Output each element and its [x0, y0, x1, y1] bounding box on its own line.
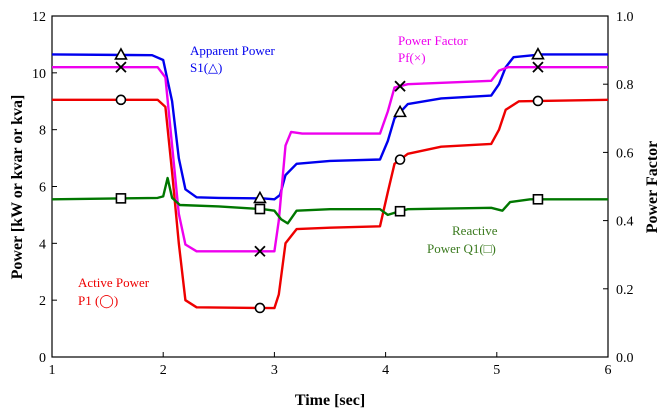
apparent-line [51, 53, 608, 201]
reactive-marker [394, 205, 406, 217]
series-lines [51, 53, 609, 310]
active-marker [532, 95, 544, 107]
reactive-marker [254, 203, 266, 215]
power_factor-marker [532, 61, 544, 73]
apparent-marker [114, 47, 128, 60]
apparent-marker [531, 47, 545, 60]
series-markers [114, 47, 545, 314]
apparent-power-label-line2: S1(△) [190, 60, 222, 75]
x-tick-label: 1 [49, 363, 56, 378]
power_factor-marker [394, 80, 406, 92]
power_factor-marker [254, 245, 266, 257]
y-left-tick-label: 8 [39, 124, 46, 139]
active-power-label-line1: Active Power [78, 275, 150, 290]
x-tick-label: 3 [271, 363, 278, 378]
reactive-marker [115, 193, 127, 204]
power-factor-label: Power Factor Pf(×) [398, 33, 468, 65]
reactive-power-label-line2: Power Q1(□) [427, 241, 496, 256]
y-left-tick-label: 0 [39, 351, 46, 366]
y-right-axis-title: Power Factor [644, 141, 661, 234]
reactive-line [51, 176, 608, 225]
y-right-tick-label: 1.0 [616, 10, 634, 25]
active-marker [394, 154, 406, 165]
active-line [52, 98, 609, 310]
power-factor-label-line2: Pf(×) [398, 50, 426, 65]
apparent-power-label: Apparent Power S1(△) [190, 43, 276, 75]
power-factor-label-line1: Power Factor [398, 33, 468, 48]
active-power-label: Active Power P1 (◯) [78, 275, 150, 309]
reactive-marker [532, 193, 544, 205]
y-left-tick-label: 10 [32, 67, 46, 82]
y-right-tick-label: 0.0 [616, 351, 634, 366]
y-left-tick-label: 6 [39, 181, 46, 196]
apparent-power-label-line1: Apparent Power [190, 43, 276, 58]
apparent-marker [393, 104, 407, 118]
power_factor-line [52, 66, 608, 253]
active-power-label-line2: P1 (◯) [78, 293, 118, 309]
x-axis-title: Time [sec] [295, 392, 365, 409]
y-right-tick-label: 0.6 [616, 146, 634, 161]
y-left-axis-title: Power [kW or kvar or kva] [9, 95, 26, 280]
power_factor-marker [115, 61, 127, 73]
reactive-power-label-line1: Reactive [452, 223, 498, 238]
x-tick-label: 4 [382, 363, 389, 378]
active-marker [115, 94, 127, 106]
y-right-tick-label: 0.8 [616, 78, 634, 93]
reactive-power-label: Reactive Power Q1(□) [427, 223, 498, 256]
x-tick-label: 5 [493, 363, 500, 378]
y-right-tick-label: 0.4 [616, 215, 634, 230]
apparent-marker [253, 190, 267, 204]
y-left-tick-label: 2 [39, 294, 46, 309]
x-tick-label: 2 [160, 363, 167, 378]
x-tick-label: 6 [605, 363, 612, 378]
y-left-tick-label: 12 [32, 10, 46, 25]
y-left-tick-label: 4 [39, 237, 46, 252]
y-right-tick-label: 0.2 [616, 283, 634, 298]
active-marker [254, 302, 266, 314]
